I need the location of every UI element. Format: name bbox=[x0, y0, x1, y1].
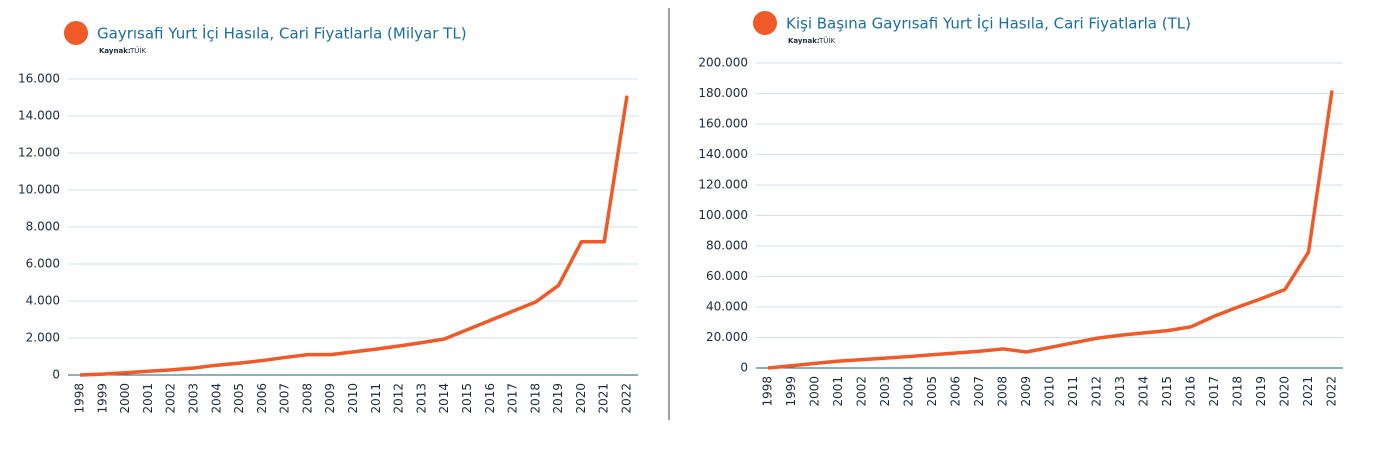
x-tick-label: 2017 bbox=[1207, 376, 1221, 407]
data-line bbox=[767, 90, 1334, 370]
y-tick-label: 20.000 bbox=[706, 330, 748, 344]
title-dot bbox=[753, 11, 777, 35]
source: TÜİK bbox=[129, 46, 146, 55]
x-tick-label: 2011 bbox=[369, 383, 383, 414]
source-label: Kaynak: bbox=[99, 47, 131, 55]
x-tick-label: 2000 bbox=[118, 383, 132, 414]
y-tick-label: 80.000 bbox=[706, 239, 748, 253]
x-tick-label: 2005 bbox=[925, 376, 939, 407]
y-tick-label: 100.000 bbox=[698, 208, 748, 222]
x-tick-label: 2004 bbox=[209, 383, 223, 414]
y-tick-label: 60.000 bbox=[706, 269, 748, 283]
x-tick-label: 2016 bbox=[483, 383, 497, 414]
data-line bbox=[79, 95, 629, 377]
x-tick-label: 2013 bbox=[414, 383, 428, 414]
x-tick-label: 2015 bbox=[1160, 376, 1174, 407]
title-dot bbox=[64, 21, 88, 45]
x-tick-label: 2019 bbox=[1254, 376, 1268, 407]
x-tick-label: 2002 bbox=[164, 383, 178, 414]
x-tick-label: 2012 bbox=[392, 383, 406, 414]
x-tick-label: 2014 bbox=[1137, 376, 1151, 407]
y-tick-label: 0 bbox=[52, 368, 60, 382]
chart-title: Gayrısafi Yurt İçi Hasıla, Cari Fiyatlar… bbox=[97, 24, 467, 43]
x-tick-label: 2021 bbox=[1301, 376, 1315, 407]
y-tick-label: 160.000 bbox=[698, 117, 748, 131]
y-tick-label: 140.000 bbox=[698, 147, 748, 161]
x-tick-label: 2008 bbox=[996, 376, 1010, 407]
y-tick-label: 8.000 bbox=[26, 220, 60, 234]
x-tick-label: 2022 bbox=[1325, 376, 1339, 407]
y-tick-label: 120.000 bbox=[698, 178, 748, 192]
y-tick-label: 4.000 bbox=[26, 294, 60, 308]
x-tick-label: 2007 bbox=[972, 376, 986, 407]
x-tick-label: 2018 bbox=[1231, 376, 1245, 407]
x-tick-label: 2012 bbox=[1090, 376, 1104, 407]
x-tick-label: 2015 bbox=[460, 383, 474, 414]
y-tick-label: 0 bbox=[740, 361, 748, 375]
x-tick-label: 2017 bbox=[506, 383, 520, 414]
x-tick-label: 2022 bbox=[620, 383, 634, 414]
x-tick-label: 2009 bbox=[323, 383, 337, 414]
x-tick-label: 2010 bbox=[346, 383, 360, 414]
x-tick-label: 1998 bbox=[73, 383, 87, 414]
x-tick-label: 2019 bbox=[551, 383, 565, 414]
x-tick-label: 2001 bbox=[141, 383, 155, 414]
x-tick-label: 2008 bbox=[300, 383, 314, 414]
x-tick-label: 2013 bbox=[1113, 376, 1127, 407]
x-tick-label: 2016 bbox=[1184, 376, 1198, 407]
x-tick-label: 2020 bbox=[1278, 376, 1292, 407]
x-tick-label: 2010 bbox=[1043, 376, 1057, 407]
x-tick-label: 1998 bbox=[761, 376, 775, 407]
y-tick-label: 14.000 bbox=[18, 109, 60, 123]
x-tick-label: 2021 bbox=[597, 383, 611, 414]
x-tick-label: 2003 bbox=[186, 383, 200, 414]
source-label: Kaynak: bbox=[788, 37, 820, 45]
x-tick-label: 2002 bbox=[855, 376, 869, 407]
x-tick-label: 2004 bbox=[902, 376, 916, 407]
x-tick-label: 2009 bbox=[1019, 376, 1033, 407]
x-tick-label: 2005 bbox=[232, 383, 246, 414]
x-tick-label: 2006 bbox=[255, 383, 269, 414]
y-tick-label: 6.000 bbox=[26, 257, 60, 271]
chart-title: Kişi Başına Gayrısafi Yurt İçi Hasıla, C… bbox=[786, 14, 1191, 33]
x-tick-label: 2001 bbox=[831, 376, 845, 407]
y-tick-label: 2.000 bbox=[26, 331, 60, 345]
x-tick-label: 2014 bbox=[437, 383, 451, 414]
y-tick-label: 16.000 bbox=[18, 72, 60, 86]
y-tick-label: 10.000 bbox=[18, 183, 60, 197]
x-tick-label: 2007 bbox=[278, 383, 292, 414]
source: TÜİK bbox=[818, 36, 835, 45]
x-tick-label: 1999 bbox=[784, 376, 798, 407]
y-tick-label: 180.000 bbox=[698, 86, 748, 100]
x-tick-label: 1999 bbox=[95, 383, 109, 414]
y-tick-label: 40.000 bbox=[706, 300, 748, 314]
y-tick-label: 200.000 bbox=[698, 56, 748, 70]
x-tick-label: 2018 bbox=[528, 383, 542, 414]
x-tick-label: 2003 bbox=[878, 376, 892, 407]
y-tick-label: 12.000 bbox=[18, 146, 60, 160]
x-tick-label: 2011 bbox=[1066, 376, 1080, 407]
x-tick-label: 2020 bbox=[574, 383, 588, 414]
x-tick-label: 2000 bbox=[808, 376, 822, 407]
x-tick-label: 2006 bbox=[949, 376, 963, 407]
